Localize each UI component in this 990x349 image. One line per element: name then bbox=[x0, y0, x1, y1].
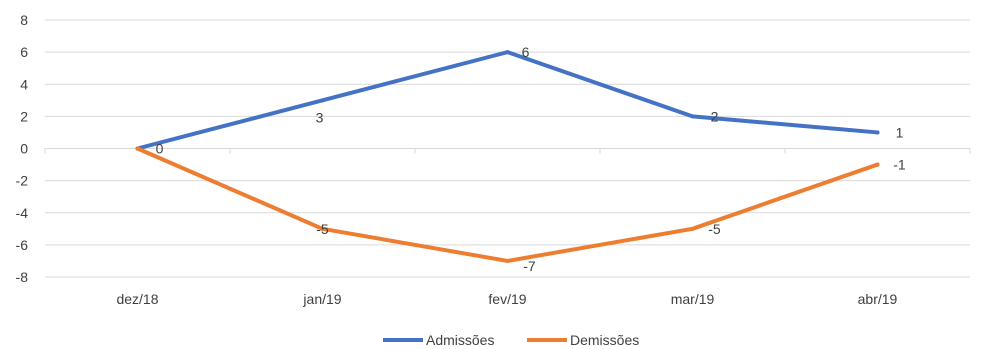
legend-label: Demissões bbox=[570, 332, 639, 348]
x-tick-label: mar/19 bbox=[671, 291, 715, 307]
data-point bbox=[875, 130, 880, 135]
data-point bbox=[320, 98, 325, 103]
data-label: -7 bbox=[523, 258, 536, 274]
y-axis-tick-labels: 8 6 4 2 0 -2 -4 -6 -8 bbox=[16, 12, 29, 285]
y-tick-label: -2 bbox=[16, 173, 29, 189]
x-tick-label: dez/18 bbox=[116, 291, 158, 307]
x-tick-label: fev/19 bbox=[488, 291, 526, 307]
y-tick-label: 8 bbox=[20, 12, 28, 28]
data-label: -1 bbox=[893, 157, 906, 173]
y-tick-label: -8 bbox=[16, 269, 29, 285]
data-point bbox=[505, 50, 510, 55]
x-axis-tick-labels: dez/18 jan/19 fev/19 mar/19 abr/19 bbox=[116, 291, 897, 307]
gridlines bbox=[44, 19, 971, 278]
data-point bbox=[320, 226, 325, 231]
legend-label: Admissões bbox=[426, 332, 494, 348]
x-tick-label: abr/19 bbox=[858, 291, 898, 307]
data-point bbox=[690, 226, 695, 231]
y-tick-label: 4 bbox=[20, 76, 28, 92]
data-label: 3 bbox=[316, 109, 324, 125]
series-line-demissoes bbox=[135, 146, 880, 263]
data-label: 1 bbox=[896, 124, 904, 140]
data-point bbox=[875, 162, 880, 167]
y-tick-label: 0 bbox=[20, 141, 28, 157]
legend: Admissões Demissões bbox=[383, 332, 639, 348]
data-labels: 0 3 6 2 1 -5 -7 -5 -1 bbox=[156, 44, 906, 274]
series-lines bbox=[135, 50, 880, 263]
data-label: -5 bbox=[708, 221, 721, 237]
y-tick-label: 6 bbox=[20, 44, 28, 60]
y-tick-label: -4 bbox=[16, 205, 29, 221]
series-line-admissoes bbox=[135, 50, 880, 151]
y-tick-label: -6 bbox=[16, 237, 29, 253]
data-label: 6 bbox=[522, 44, 530, 60]
y-tick-label: 2 bbox=[20, 108, 28, 124]
data-point bbox=[690, 114, 695, 119]
x-tick-label: jan/19 bbox=[302, 291, 341, 307]
data-label: -5 bbox=[316, 221, 329, 237]
data-point bbox=[135, 146, 140, 151]
data-point bbox=[505, 258, 510, 263]
data-label: 0 bbox=[156, 141, 164, 157]
data-label: 2 bbox=[711, 108, 719, 124]
